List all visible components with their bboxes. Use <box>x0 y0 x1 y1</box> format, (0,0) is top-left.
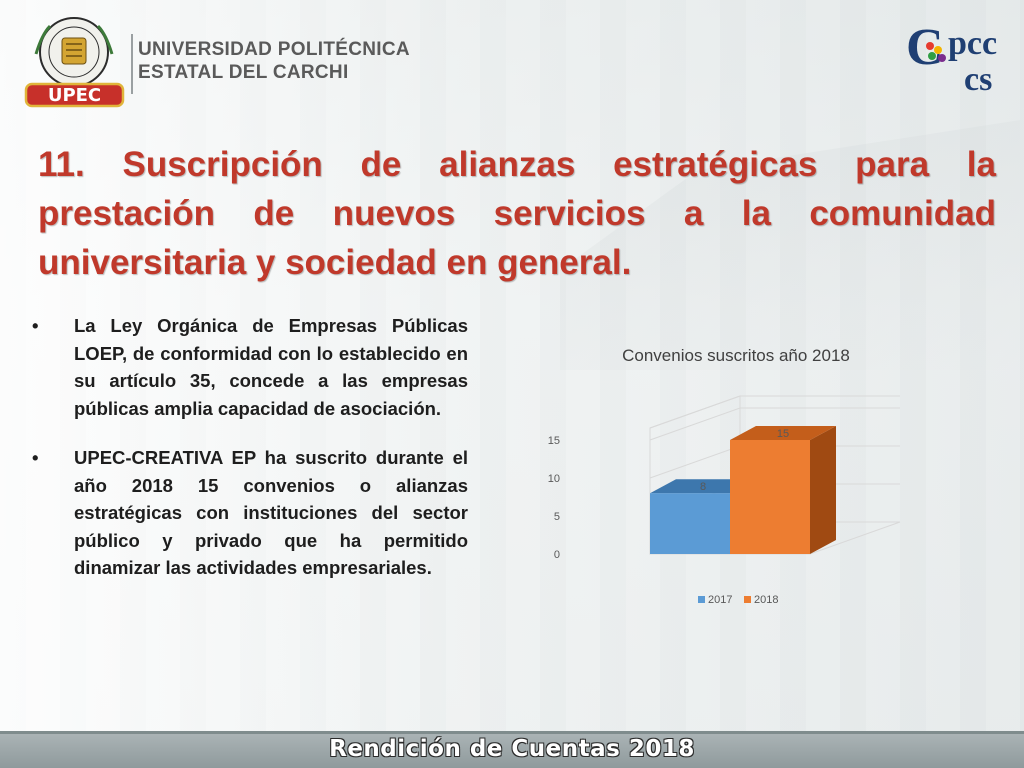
bullet-text: La Ley Orgánica de Empresas Públicas LOE… <box>74 315 468 419</box>
chart-legend: 2017 2018 <box>698 594 778 606</box>
svg-text:cs: cs <box>964 61 992 98</box>
footer-bar: Rendición de Cuentas 2018 <box>0 734 1024 768</box>
chart-legend-swatch <box>698 596 705 603</box>
bullet-item: • UPEC-CREATIVA EP ha suscrito durante e… <box>32 444 468 582</box>
chart-data-labels: 8 15 <box>700 428 789 493</box>
chart-data-label: 8 <box>700 481 706 493</box>
chart-legend-label: 2017 <box>708 594 732 606</box>
cpccs-logo-icon: C pcc cs <box>906 19 997 98</box>
footer-rule <box>0 731 1024 734</box>
chart-tick-label: 15 <box>548 435 560 447</box>
university-name-line1: UNIVERSIDAD POLITÉCNICA <box>138 39 410 60</box>
chart-title: Convenios suscritos año 2018 <box>622 346 850 365</box>
bullet-list: • La Ley Orgánica de Empresas Públicas L… <box>32 312 468 604</box>
bullet-marker: • <box>32 447 39 468</box>
footer-text: Rendición de Cuentas 2018 <box>329 736 695 762</box>
university-name: UNIVERSIDAD POLITÉCNICA ESTATAL DEL CARC… <box>138 38 438 84</box>
svg-text:pcc: pcc <box>948 25 997 62</box>
chart-gridline <box>649 407 900 441</box>
header-divider <box>131 34 133 94</box>
chart-bar-top <box>730 426 836 440</box>
chart-bar-front <box>650 493 730 554</box>
seal-badge-text: UPEC <box>48 85 101 106</box>
chart-bars <box>650 426 836 554</box>
chart-bar-side <box>810 426 836 554</box>
chart-tick-label: 10 <box>548 473 560 485</box>
bullet-marker: • <box>32 315 39 336</box>
bullet-item: • La Ley Orgánica de Empresas Públicas L… <box>32 312 468 422</box>
chart-legend-label: 2018 <box>754 594 778 606</box>
chart-legend-swatch <box>744 596 751 603</box>
slide-title: 11. Suscripción de alianzas estratégicas… <box>38 145 996 282</box>
chart-data-label: 15 <box>777 428 789 440</box>
chart-tick-label: 0 <box>554 549 560 561</box>
bullet-text: UPEC-CREATIVA EP ha suscrito durante el … <box>74 447 468 578</box>
chart-y-axis: 0 5 10 15 <box>548 435 560 561</box>
chart-tick-label: 5 <box>554 511 560 523</box>
chart-bar-top <box>650 479 756 494</box>
chart-bar-2018 <box>730 426 836 554</box>
university-seal-icon: UPEC <box>24 17 125 108</box>
chart-bar-front <box>730 440 810 554</box>
university-name-line2: ESTATAL DEL CARCHI <box>138 62 349 83</box>
chart-gridline <box>649 395 900 429</box>
